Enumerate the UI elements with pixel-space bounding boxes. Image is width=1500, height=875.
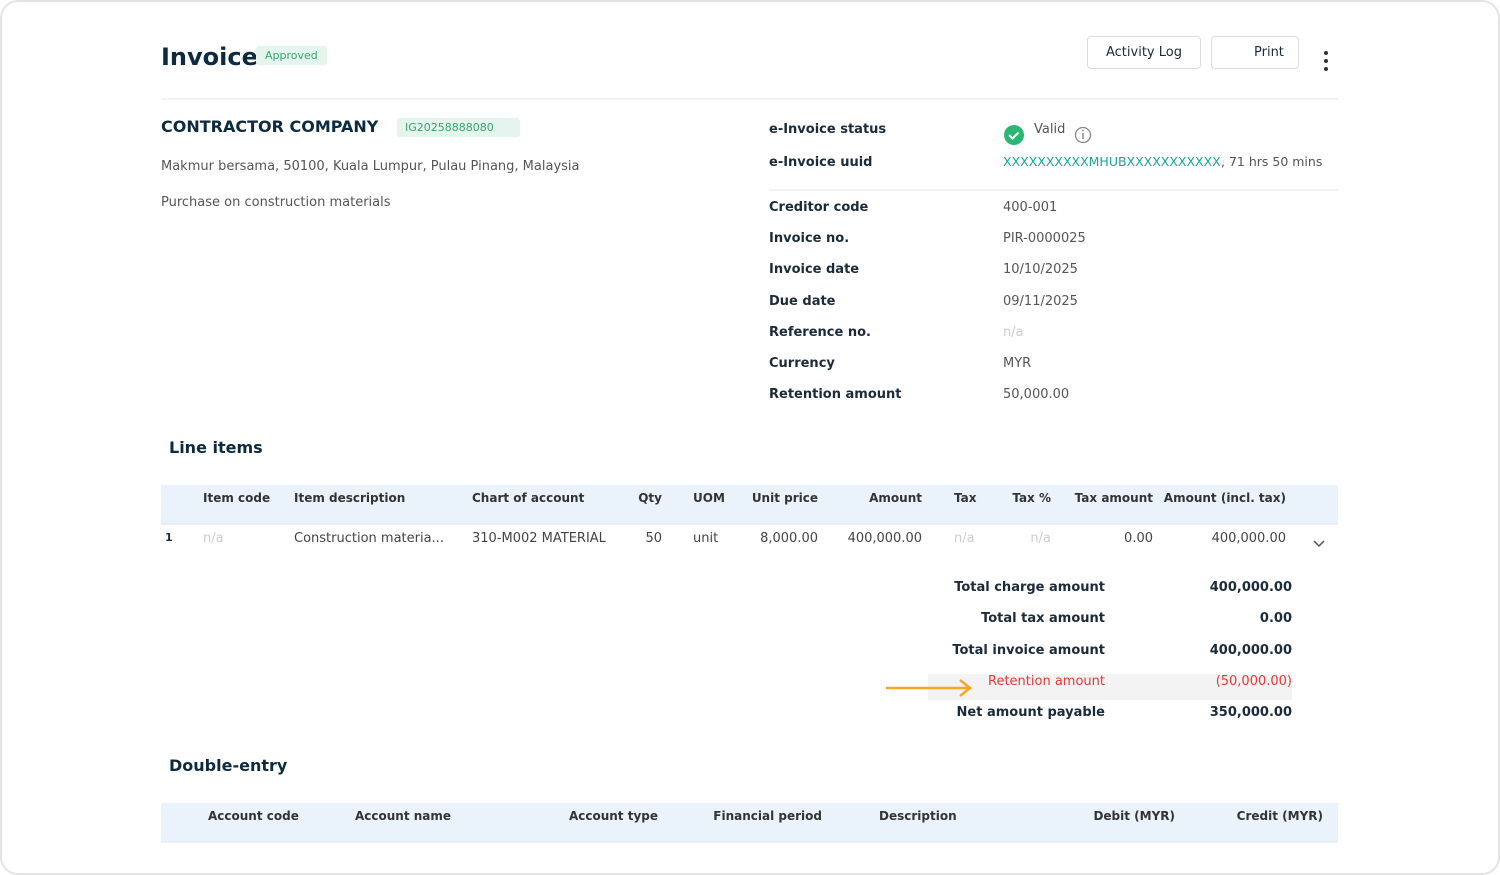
cell: 8,000.00 bbox=[760, 531, 818, 546]
field-value: 400-001 bbox=[1003, 200, 1058, 215]
company-address: Makmur bersama, 50100, Kuala Lumpur, Pul… bbox=[161, 159, 580, 174]
cell: n/a bbox=[954, 531, 975, 546]
section-title: Line items bbox=[169, 438, 263, 457]
row-number: 1 bbox=[165, 531, 173, 544]
column-header: Credit (MYR) bbox=[1236, 809, 1323, 823]
einvoice-status: Valid bbox=[1034, 122, 1066, 137]
cell: unit bbox=[693, 531, 719, 546]
status-badge: Approved bbox=[256, 46, 327, 65]
column-header: UOM bbox=[693, 491, 725, 505]
field-value: PIR-0000025 bbox=[1003, 231, 1086, 247]
field-value: 09/11/2025 bbox=[1003, 293, 1078, 309]
page-title: Invoice bbox=[161, 43, 258, 71]
field-value: 50,000.00 bbox=[1003, 387, 1070, 403]
column-header: Unit price bbox=[751, 491, 818, 505]
column-header: Description bbox=[879, 809, 957, 823]
column-header: Item code bbox=[203, 491, 271, 505]
column-header: Account type bbox=[568, 809, 658, 823]
column-header: Financial period bbox=[713, 809, 822, 823]
total-label: Total invoice amount bbox=[952, 642, 1105, 658]
field-value: 10/10/2025 bbox=[1003, 262, 1078, 278]
total-label: Total tax amount bbox=[981, 611, 1105, 627]
column-header: Tax % bbox=[1012, 491, 1051, 505]
total-label: Net amount payable bbox=[956, 705, 1105, 721]
cell: 400,000.00 bbox=[1211, 531, 1286, 546]
total-label: Retention amount bbox=[988, 673, 1105, 689]
column-header: Chart of account bbox=[472, 491, 585, 505]
cell: 400,000.00 bbox=[847, 531, 922, 546]
field-label: Creditor code bbox=[769, 200, 869, 215]
total-value: 350,000.00 bbox=[1209, 705, 1292, 721]
field-label: e-Invoice status bbox=[769, 122, 887, 137]
print-button[interactable]: Print bbox=[1211, 36, 1299, 69]
field-label: Reference no. bbox=[769, 324, 871, 340]
cell: n/a bbox=[1030, 531, 1051, 546]
field-label: Due date bbox=[769, 293, 836, 309]
total-label: Total charge amount bbox=[954, 580, 1105, 595]
column-header: Debit (MYR) bbox=[1093, 809, 1175, 823]
cell: 310-M002 MATERIAL bbox=[472, 531, 606, 546]
total-value: 0.00 bbox=[1259, 611, 1292, 627]
company-description: Purchase on construction materials bbox=[161, 195, 391, 210]
column-header: Account name bbox=[355, 809, 452, 823]
column-header: Tax amount bbox=[1074, 491, 1153, 505]
company-id-badge: IG20258888080 bbox=[397, 118, 520, 137]
column-header: Qty bbox=[638, 491, 662, 505]
total-value: (50,000.00) bbox=[1215, 673, 1292, 689]
field-label: Invoice date bbox=[769, 262, 860, 278]
column-header: Item description bbox=[294, 491, 406, 505]
cell: Construction materia... bbox=[294, 531, 444, 546]
company-name: CONTRACTOR COMPANY bbox=[161, 117, 379, 136]
uuid-age: , 71 hrs 50 mins bbox=[1221, 154, 1323, 169]
field-value: MYR bbox=[1003, 356, 1032, 371]
column-header: Tax bbox=[954, 491, 977, 505]
field-label: e-Invoice uuid bbox=[769, 155, 873, 170]
einvoice-uuid[interactable]: XXXXXXXXXXMHUBXXXXXXXXXXX bbox=[1003, 154, 1221, 169]
field-value: n/a bbox=[1003, 324, 1024, 340]
section-title: Double-entry bbox=[169, 756, 288, 775]
column-header: Account code bbox=[208, 809, 299, 823]
cell: 50 bbox=[645, 531, 662, 546]
field-label: Retention amount bbox=[769, 387, 902, 403]
activity-log-button[interactable]: Activity Log bbox=[1087, 36, 1201, 69]
total-value: 400,000.00 bbox=[1209, 642, 1292, 658]
cell: 0.00 bbox=[1124, 531, 1153, 546]
field-label: Currency bbox=[769, 356, 835, 371]
total-value: 400,000.00 bbox=[1209, 580, 1292, 595]
cell: n/a bbox=[203, 531, 224, 546]
column-header: Amount bbox=[869, 491, 922, 505]
field-label: Invoice no. bbox=[769, 231, 850, 247]
column-header: Amount (incl. tax) bbox=[1163, 491, 1286, 505]
